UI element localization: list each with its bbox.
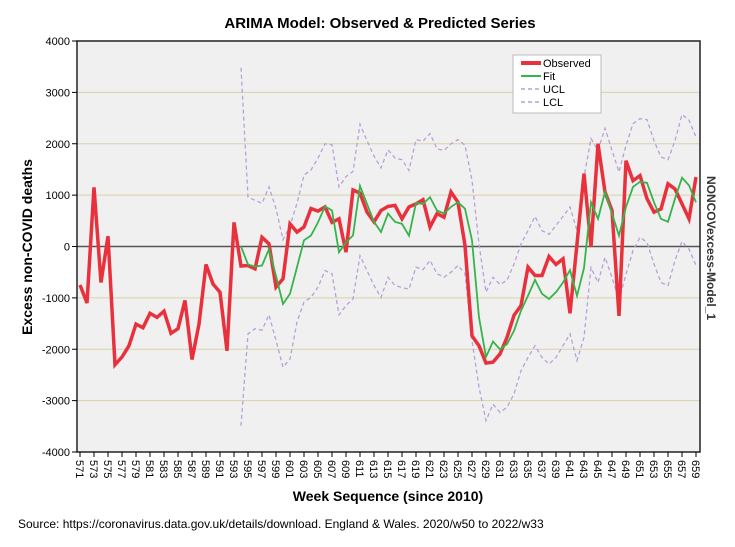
x-tick-label: 639 bbox=[549, 460, 561, 478]
x-tick-label: 635 bbox=[521, 460, 533, 478]
series-line-fit bbox=[240, 175, 697, 361]
series-layer bbox=[78, 67, 698, 426]
x-tick-label: 581 bbox=[143, 460, 155, 478]
x-tick-label: 595 bbox=[241, 460, 253, 478]
x-tick-label: 623 bbox=[437, 460, 449, 478]
x-tick-label: 627 bbox=[465, 460, 477, 478]
x-tick-label: 641 bbox=[563, 460, 575, 478]
x-tick-label: 603 bbox=[297, 460, 309, 478]
y-tick-label: 0 bbox=[64, 242, 70, 254]
x-tick-label: 609 bbox=[339, 460, 351, 478]
series-line-lcl bbox=[240, 236, 697, 426]
x-tick-label: 619 bbox=[409, 460, 421, 478]
y-tick-label: -1000 bbox=[42, 293, 70, 305]
x-tick-label: 597 bbox=[255, 460, 267, 478]
x-tick-label: 637 bbox=[535, 460, 547, 478]
x-tick-label: 591 bbox=[213, 460, 225, 478]
y-tick-label: 3000 bbox=[46, 87, 70, 99]
x-tick-label: 643 bbox=[577, 460, 589, 478]
legend-label-observed: Observed bbox=[543, 58, 591, 70]
y-tick-label: 4000 bbox=[46, 36, 70, 48]
x-tick-label: 629 bbox=[479, 460, 491, 478]
x-tick-label: 657 bbox=[675, 460, 687, 478]
x-tick-label: 651 bbox=[633, 460, 645, 478]
x-tick-label: 601 bbox=[283, 460, 295, 478]
legend-label-ucl: UCL bbox=[543, 84, 565, 96]
x-tick-label: 659 bbox=[689, 460, 701, 478]
x-tick-label: 631 bbox=[493, 460, 505, 478]
x-tick-label: 571 bbox=[73, 460, 85, 478]
x-tick-label: 655 bbox=[661, 460, 673, 478]
y-tick-label: -2000 bbox=[42, 344, 70, 356]
source-note: Source: https://coronavirus.data.gov.uk/… bbox=[18, 517, 544, 531]
legend: Observed Fit UCL LCL bbox=[512, 54, 602, 114]
x-tick-label: 589 bbox=[199, 460, 211, 478]
x-tick-label: 621 bbox=[423, 460, 435, 478]
x-tick-label: 615 bbox=[381, 460, 393, 478]
x-tick-label: 587 bbox=[185, 460, 197, 478]
x-tick-label: 653 bbox=[647, 460, 659, 478]
model-label: NONCOVexcess-Model_1 bbox=[704, 176, 718, 320]
x-axis-title: Week Sequence (since 2010) bbox=[293, 488, 483, 504]
legend-label-fit: Fit bbox=[543, 71, 555, 83]
x-tick-label: 649 bbox=[619, 460, 631, 478]
x-tick-label: 625 bbox=[451, 460, 463, 478]
x-tick-label: 613 bbox=[367, 460, 379, 478]
x-tick-label: 599 bbox=[269, 460, 281, 478]
x-tick-label: 573 bbox=[87, 460, 99, 478]
x-tick-label: 585 bbox=[171, 460, 183, 478]
x-tick-label: 647 bbox=[605, 460, 617, 478]
series-line-ucl bbox=[240, 67, 697, 295]
x-tick-label: 633 bbox=[507, 460, 519, 478]
y-axis: 4000 3000 2000 1000 0 -1000 -2000 -3000 -4000 bbox=[42, 36, 77, 459]
x-tick-label: 611 bbox=[353, 460, 365, 478]
x-tick-label: 645 bbox=[591, 460, 603, 478]
chart-title: ARIMA Model: Observed & Predicted Series bbox=[224, 15, 535, 32]
series-line-observed bbox=[78, 143, 698, 369]
y-tick-label: 2000 bbox=[46, 139, 70, 151]
x-tick-label: 579 bbox=[129, 460, 141, 478]
gridlines bbox=[77, 91, 700, 402]
x-tick-label: 617 bbox=[395, 460, 407, 478]
legend-label-lcl: LCL bbox=[543, 97, 563, 109]
x-tick-label: 575 bbox=[101, 460, 113, 478]
x-tick-label: 607 bbox=[325, 460, 337, 478]
y-tick-label: 1000 bbox=[46, 190, 70, 202]
y-axis-title: Excess non-COVID deaths bbox=[19, 159, 35, 335]
x-tick-label: 577 bbox=[115, 460, 127, 478]
x-tick-label: 605 bbox=[311, 460, 323, 478]
y-tick-label: -4000 bbox=[42, 447, 70, 459]
x-tick-label: 593 bbox=[227, 460, 239, 478]
x-axis: 571 573 575 577 579 581 583 585 587 589 591 593 595 5… bbox=[73, 452, 701, 478]
y-tick-label: -3000 bbox=[42, 396, 70, 408]
x-tick-label: 583 bbox=[157, 460, 169, 478]
